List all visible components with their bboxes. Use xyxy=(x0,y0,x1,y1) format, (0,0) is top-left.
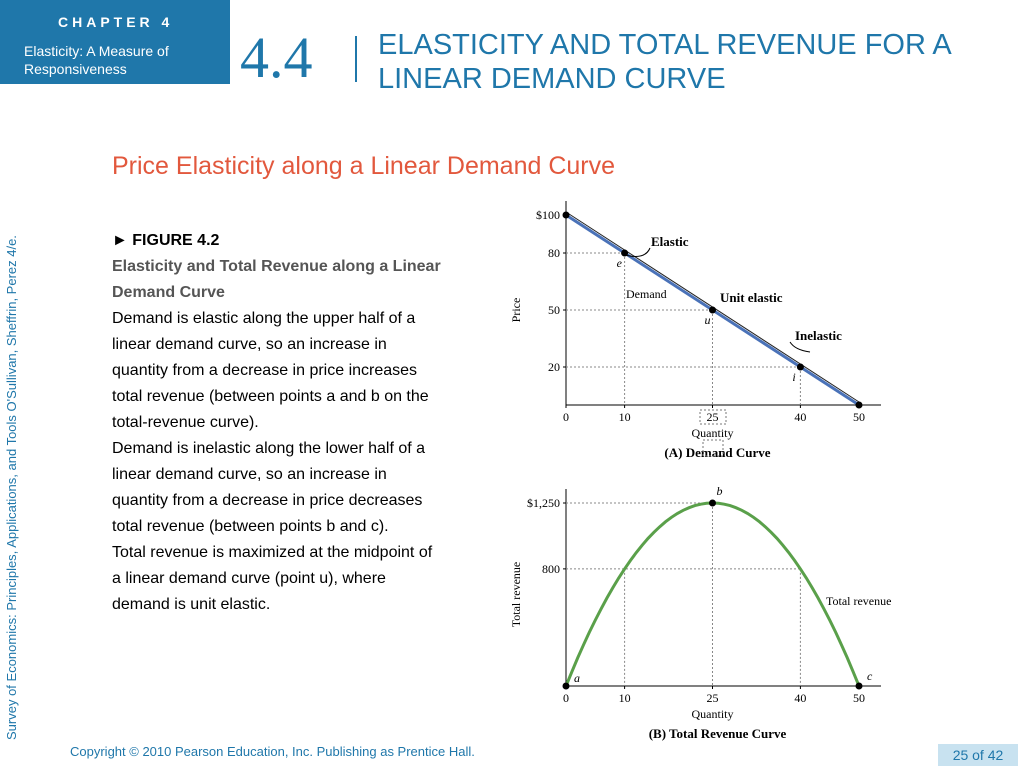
demand-point-label: i xyxy=(792,370,795,384)
demand-y-tick-label: 50 xyxy=(548,303,560,317)
demand-point xyxy=(855,401,863,409)
chapter-label: CHAPTER 4 xyxy=(58,14,174,30)
demand-chart-title: (A) Demand Curve xyxy=(664,445,770,460)
revenue-y-tick-label: 800 xyxy=(542,562,560,576)
demand-point xyxy=(709,306,716,314)
highlight-box xyxy=(699,409,727,425)
demand-y-tick-label: 80 xyxy=(548,246,560,260)
revenue-x-tick-label: 10 xyxy=(619,691,631,705)
revenue-y-tick-label: $1,250 xyxy=(527,496,560,510)
revenue-point-label: b xyxy=(717,484,723,498)
demand-x-tick-label: 50 xyxy=(853,410,865,424)
section-number: 4.4 xyxy=(240,25,313,90)
annotation-total-revenue: Total revenue xyxy=(826,594,891,608)
demand-x-tick-label: 40 xyxy=(794,410,806,424)
revenue-chart-title: (B) Total Revenue Curve xyxy=(649,726,787,741)
figure-label: ► FIGURE 4.2 xyxy=(112,232,220,249)
demand-point xyxy=(796,363,804,371)
figure-paragraph-1: Demand is elastic along the upper half o… xyxy=(112,310,429,431)
section-divider xyxy=(355,36,357,82)
demand-x-tick-label: 0 xyxy=(563,410,569,424)
elastic-bracket xyxy=(624,247,651,257)
revenue-x-tick-label: 0 xyxy=(563,691,569,705)
demand-y-tick-label: $100 xyxy=(536,208,560,222)
demand-x-tick-label: 10 xyxy=(619,410,631,424)
annotation-elastic: Elastic xyxy=(651,234,689,249)
demand-x-tick-label: 25 xyxy=(707,410,719,424)
demand-point xyxy=(562,211,570,219)
demand-y-axis-label: Price xyxy=(509,298,523,323)
demand-point-label: e xyxy=(617,256,623,270)
highlight-box xyxy=(702,439,724,457)
inelastic-bracket xyxy=(789,341,811,353)
revenue-point xyxy=(709,499,716,507)
revenue-point xyxy=(855,682,863,690)
revenue-x-tick-label: 25 xyxy=(707,691,719,705)
chapter-box: CHAPTER 4 Elasticity: A Measure of Respo… xyxy=(0,0,230,84)
annotation-demand: Demand xyxy=(626,287,667,301)
revenue-x-tick-label: 50 xyxy=(853,691,865,705)
revenue-x-tick-label: 40 xyxy=(794,691,806,705)
section-title: ELASTICITY AND TOTAL REVENUE FOR A LINEA… xyxy=(378,29,951,95)
revenue-x-axis-label: Quantity xyxy=(692,707,734,721)
annotation-inelastic: Inelastic xyxy=(795,328,842,343)
demand-x-axis-label: Quantity xyxy=(692,426,734,440)
demand-y-tick-label: 20 xyxy=(548,360,560,374)
annotation-unit-elastic: Unit elastic xyxy=(720,290,783,305)
revenue-point xyxy=(562,682,570,690)
chapter-subtitle: Elasticity: A Measure of Responsiveness xyxy=(24,43,169,77)
revenue-y-axis-label: Total revenue xyxy=(509,562,523,627)
revenue-point-label: c xyxy=(867,669,873,683)
figure-caption: ► FIGURE 4.2 Elasticity and Total Revenu… xyxy=(112,228,442,618)
slide-heading: Price Elasticity along a Linear Demand C… xyxy=(112,152,616,180)
footer-copyright: Copyright © 2010 Pearson Education, Inc.… xyxy=(70,744,475,759)
figure-title: Elasticity and Total Revenue along a Lin… xyxy=(112,258,441,301)
demand-point xyxy=(621,249,629,257)
figure-paragraph-2: Demand is inelastic along the lower half… xyxy=(112,440,426,535)
demand-point-label: u xyxy=(705,313,711,327)
page-indicator: 25 of 42 xyxy=(938,744,1018,766)
revenue-point-label: a xyxy=(574,671,580,685)
revenue-series-line xyxy=(564,501,861,687)
figure-paragraph-3: Total revenue is maximized at the midpoi… xyxy=(112,544,433,613)
